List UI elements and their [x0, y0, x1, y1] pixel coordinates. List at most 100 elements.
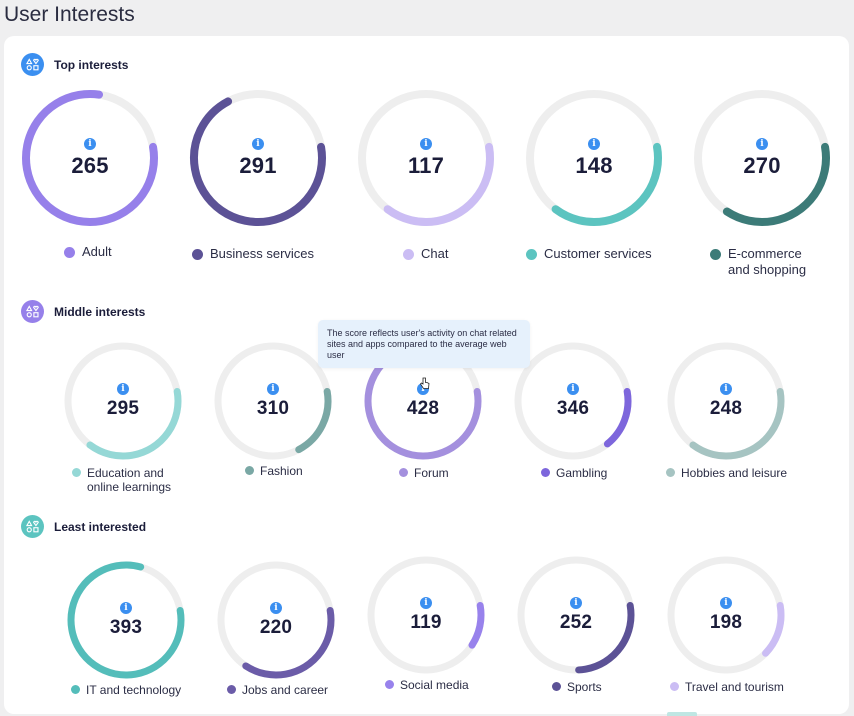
interest-score: 252: [559, 611, 593, 633]
gauge-center: i 117: [356, 88, 496, 228]
interest-gauge: i 248: [666, 341, 786, 461]
section-title: Least interested: [54, 519, 147, 534]
legend-item: Chat: [403, 246, 448, 262]
legend-dot: [71, 685, 80, 694]
legend-dot: [385, 680, 394, 689]
info-icon[interactable]: i: [117, 382, 129, 395]
interest-gauge: i 346: [513, 341, 633, 461]
legend-dot: [526, 249, 537, 260]
info-icon[interactable]: i: [420, 137, 432, 150]
section-header: Top interests: [21, 53, 128, 76]
gauge-ring: [64, 342, 182, 460]
info-icon[interactable]: i: [120, 601, 132, 614]
interest-gauge: i 252: [516, 555, 636, 675]
gauge-ring: [517, 556, 635, 674]
interest-gauge: i 393: [66, 560, 186, 680]
gauge-ring: [667, 342, 785, 460]
gauge-arc: [67, 561, 185, 679]
interest-score: 291: [239, 152, 277, 178]
page-title: User Interests: [4, 3, 135, 26]
legend-dot: [710, 249, 721, 260]
section-header: Middle interests: [21, 300, 145, 323]
legend-item: E-commerce and shopping: [710, 246, 806, 278]
legend-item: Adult: [64, 244, 112, 260]
gauge-arc: [667, 556, 785, 674]
info-icon[interactable]: i: [720, 382, 732, 395]
gauge-center: i 265: [20, 88, 160, 228]
legend-item: Sports: [552, 680, 602, 694]
legend-dot: [552, 682, 561, 691]
gauge-center: i 295: [63, 341, 183, 461]
info-icon[interactable]: i: [720, 596, 732, 609]
info-icon[interactable]: i: [267, 382, 279, 395]
legend-label-line: E-commerce: [728, 246, 802, 261]
interest-score: 310: [256, 397, 290, 419]
legend-item: Jobs and career: [227, 683, 328, 697]
info-icon[interactable]: i: [270, 601, 282, 614]
legend-label: Jobs and career: [242, 683, 329, 697]
interest-score: 346: [556, 397, 590, 419]
legend-label-line: and shopping: [728, 262, 807, 277]
gauge-center: i 248: [666, 341, 786, 461]
gauge-arc: [526, 90, 662, 226]
legend-dot: [403, 249, 414, 260]
section-title: Middle interests: [54, 304, 146, 319]
legend-label-line: online learnings: [87, 480, 172, 494]
legend-dot: [245, 466, 254, 475]
interest-score: 220: [259, 616, 293, 638]
info-icon[interactable]: i: [756, 137, 768, 150]
gauge-center: i 291: [188, 88, 328, 228]
gauge-ring: [217, 561, 335, 679]
gauge-arc: [64, 342, 182, 460]
info-icon[interactable]: i: [567, 382, 579, 395]
info-tooltip: The score reflects user's activity on ch…: [318, 320, 530, 368]
legend-item: Business services: [192, 246, 314, 262]
interest-score: 117: [407, 152, 445, 178]
legend-label: Business services: [210, 246, 315, 261]
legend-dot: [541, 468, 550, 477]
legend-label: Hobbies and leisure: [681, 466, 788, 480]
scroll-indicator[interactable]: [667, 712, 697, 716]
legend-dot: [399, 468, 408, 477]
gauge-center: i 220: [216, 560, 336, 680]
legend-dot: [72, 468, 81, 477]
legend-label: Customer services: [544, 246, 652, 261]
gauge-center: i 148: [524, 88, 664, 228]
interest-gauge: i 265: [20, 88, 160, 228]
legend-item: IT and technology: [71, 683, 181, 697]
legend-label: IT and technology: [86, 683, 182, 697]
interest-gauge: i 119: [366, 555, 486, 675]
legend-item: Customer services: [526, 246, 652, 262]
interest-gauge: i 198: [666, 555, 786, 675]
gauge-center: i 119: [366, 555, 486, 675]
interest-gauge: i 310: [213, 341, 333, 461]
gauge-ring: [22, 90, 158, 226]
gauge-center: i 270: [692, 88, 832, 228]
gauge-arc: [517, 556, 635, 674]
legend-label: Adult: [82, 244, 112, 259]
info-icon[interactable]: i: [570, 596, 582, 609]
legend-label-line: Education and: [87, 466, 164, 480]
info-icon[interactable]: i: [84, 137, 96, 150]
gauge-arc: [694, 90, 830, 226]
interest-gauge: i 220: [216, 560, 336, 680]
interest-score: 248: [709, 397, 743, 419]
gauge-ring: [514, 342, 632, 460]
interest-gauge: i 148: [524, 88, 664, 228]
interest-score: 265: [71, 152, 109, 178]
info-icon[interactable]: i: [588, 137, 600, 150]
legend-label: E-commerce and shopping: [728, 246, 806, 278]
info-icon[interactable]: i: [420, 596, 432, 609]
gauge-ring: [358, 90, 494, 226]
interest-score: 119: [410, 611, 442, 633]
gauge-ring: [367, 556, 485, 674]
gauge-ring: [67, 561, 185, 679]
gauge-ring: [526, 90, 662, 226]
gauge-ring: [214, 342, 332, 460]
gauge-arc: [214, 342, 332, 460]
shapes-icon: [21, 515, 44, 538]
gauge-ring: [667, 556, 785, 674]
legend-item: Social media: [385, 678, 469, 692]
info-icon[interactable]: i: [252, 137, 264, 150]
shapes-icon: [21, 53, 44, 76]
